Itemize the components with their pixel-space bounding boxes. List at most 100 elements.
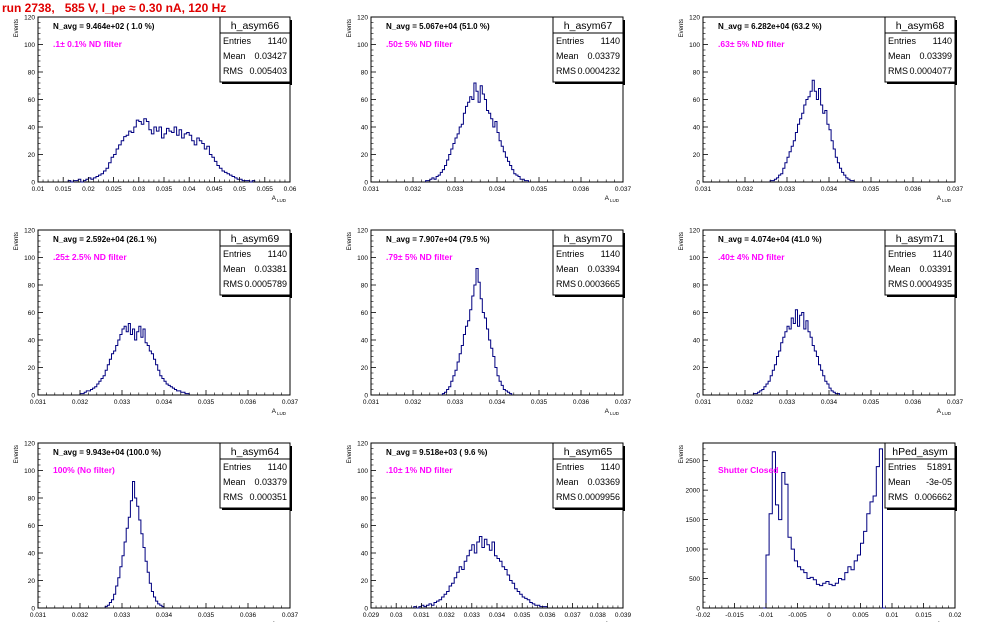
x-tick-label: 0.034 bbox=[821, 186, 838, 193]
y-tick-label: 0 bbox=[696, 393, 700, 400]
stats-entries-label: Entries bbox=[223, 462, 252, 472]
x-tick-label: 0.036 bbox=[240, 399, 257, 406]
x-tick-label: 0.015 bbox=[55, 186, 72, 193]
y-tick-label: 1000 bbox=[686, 547, 701, 554]
stats-mean-label: Mean bbox=[223, 51, 246, 61]
filter-annotation: .40± 4% ND filter bbox=[718, 252, 785, 262]
stats-box-shadow bbox=[290, 20, 292, 85]
y-tick-label: 60 bbox=[361, 97, 369, 104]
y-tick-label: 100 bbox=[357, 42, 368, 49]
x-tick-label: 0.035 bbox=[863, 399, 880, 406]
filter-annotation: Shutter Closed bbox=[718, 465, 778, 475]
y-axis-label: Events bbox=[679, 19, 685, 37]
x-tick-label: 0.034 bbox=[489, 186, 506, 193]
stats-box-shadow bbox=[555, 508, 625, 510]
x-tick-label: 0.036 bbox=[573, 186, 590, 193]
x-tick-label: 0.035 bbox=[531, 186, 548, 193]
stats-box-shadow bbox=[555, 295, 625, 297]
navg-annotation: N_avg = 9.464e+02 ( 1.0 %) bbox=[53, 22, 155, 31]
stats-mean-label: Mean bbox=[223, 477, 246, 487]
y-tick-label: 120 bbox=[357, 15, 368, 22]
stats-mean-value: -3e-05 bbox=[926, 477, 952, 487]
stats-mean-value: 0.03427 bbox=[254, 51, 287, 61]
histogram-title: h_asym67 bbox=[564, 20, 613, 32]
stats-entries-label: Entries bbox=[556, 36, 585, 46]
histogram-series bbox=[79, 323, 190, 395]
stats-box-shadow bbox=[290, 446, 292, 511]
x-tick-label: 0.035 bbox=[531, 399, 548, 406]
x-tick-label: 0.033 bbox=[447, 399, 464, 406]
y-tick-label: 120 bbox=[24, 15, 35, 22]
x-tick-label: 0.032 bbox=[737, 399, 754, 406]
x-tick-label: 0.036 bbox=[539, 612, 556, 619]
x-tick-label: 0.034 bbox=[156, 399, 173, 406]
x-axis-label-subscript: LUD bbox=[942, 411, 952, 416]
stats-box bbox=[219, 16, 291, 83]
y-tick-label: 20 bbox=[28, 152, 36, 159]
x-tick-label: 0.015 bbox=[915, 612, 932, 619]
stats-box-shadow bbox=[623, 233, 625, 298]
x-axis-label: A bbox=[605, 408, 610, 415]
x-axis-label-subscript: LUD bbox=[277, 411, 287, 416]
x-tick-label: 0.033 bbox=[779, 399, 796, 406]
histogram-series bbox=[413, 536, 548, 609]
x-tick-label: 0.033 bbox=[779, 186, 796, 193]
x-tick-label: 0.037 bbox=[947, 186, 964, 193]
stats-entries-value: 1140 bbox=[268, 36, 287, 46]
histogram-series bbox=[769, 79, 855, 182]
filter-annotation: .1± 0.1% ND filter bbox=[53, 39, 123, 49]
y-tick-label: 120 bbox=[357, 441, 368, 448]
y-tick-label: 40 bbox=[28, 551, 36, 558]
x-axis-label-subscript: LUD bbox=[610, 198, 620, 203]
page-title: run 2738, 585 V, I_pe ≈ 0.30 nA, 120 Hz bbox=[2, 1, 227, 15]
x-tick-label: 0.035 bbox=[514, 612, 531, 619]
stats-rms-label: RMS bbox=[556, 66, 576, 76]
x-tick-label: 0.031 bbox=[363, 186, 380, 193]
stats-box bbox=[552, 442, 624, 509]
y-tick-label: 80 bbox=[361, 283, 369, 290]
y-tick-label: 120 bbox=[357, 228, 368, 235]
stats-mean-label: Mean bbox=[888, 477, 911, 487]
histogram-title: h_asym68 bbox=[896, 20, 945, 32]
x-tick-label: 0.04 bbox=[183, 186, 196, 193]
histogram-title: h_asym65 bbox=[564, 446, 613, 458]
x-tick-label: 0.055 bbox=[257, 186, 274, 193]
stats-rms-label: RMS bbox=[888, 279, 908, 289]
histogram-title: h_asym69 bbox=[231, 233, 280, 245]
filter-annotation: .79± 5% ND filter bbox=[386, 252, 453, 262]
stats-box bbox=[219, 442, 291, 509]
x-tick-label: 0.02 bbox=[949, 612, 962, 619]
y-tick-label: 2000 bbox=[686, 488, 701, 495]
x-tick-label: 0.01 bbox=[886, 612, 899, 619]
stats-rms-value: 0.0004232 bbox=[577, 66, 620, 76]
stats-entries-label: Entries bbox=[888, 462, 917, 472]
x-tick-label: 0.037 bbox=[282, 399, 299, 406]
stats-rms-label: RMS bbox=[223, 492, 243, 502]
stats-entries-label: Entries bbox=[888, 249, 917, 259]
y-tick-label: 2500 bbox=[686, 458, 701, 465]
y-tick-label: 60 bbox=[28, 523, 36, 530]
y-axis-label: Events bbox=[14, 19, 20, 37]
stats-box bbox=[552, 229, 624, 296]
y-axis-label: Events bbox=[14, 232, 20, 250]
x-axis-label: A bbox=[605, 195, 610, 202]
stats-entries-label: Entries bbox=[223, 249, 252, 259]
x-axis-label-subscript: LUD bbox=[277, 198, 287, 203]
stats-box bbox=[884, 16, 956, 83]
x-tick-label: 0.037 bbox=[564, 612, 581, 619]
navg-annotation: N_avg = 7.907e+04 (79.5 %) bbox=[386, 235, 490, 244]
stats-entries-value: 1140 bbox=[933, 36, 952, 46]
stats-box-shadow bbox=[955, 446, 957, 511]
stats-entries-label: Entries bbox=[556, 249, 585, 259]
stats-rms-label: RMS bbox=[223, 66, 243, 76]
stats-box-shadow bbox=[955, 233, 957, 298]
y-tick-label: 40 bbox=[361, 551, 369, 558]
histogram-series bbox=[425, 82, 529, 182]
x-tick-label: -0.005 bbox=[788, 612, 807, 619]
histogram-title: hPed_asym bbox=[892, 446, 948, 458]
x-tick-label: 0.031 bbox=[695, 186, 712, 193]
y-tick-label: 100 bbox=[689, 255, 700, 262]
x-tick-label: 0.045 bbox=[206, 186, 223, 193]
x-tick-label: 0.035 bbox=[198, 399, 215, 406]
stats-mean-value: 0.03394 bbox=[587, 264, 620, 274]
